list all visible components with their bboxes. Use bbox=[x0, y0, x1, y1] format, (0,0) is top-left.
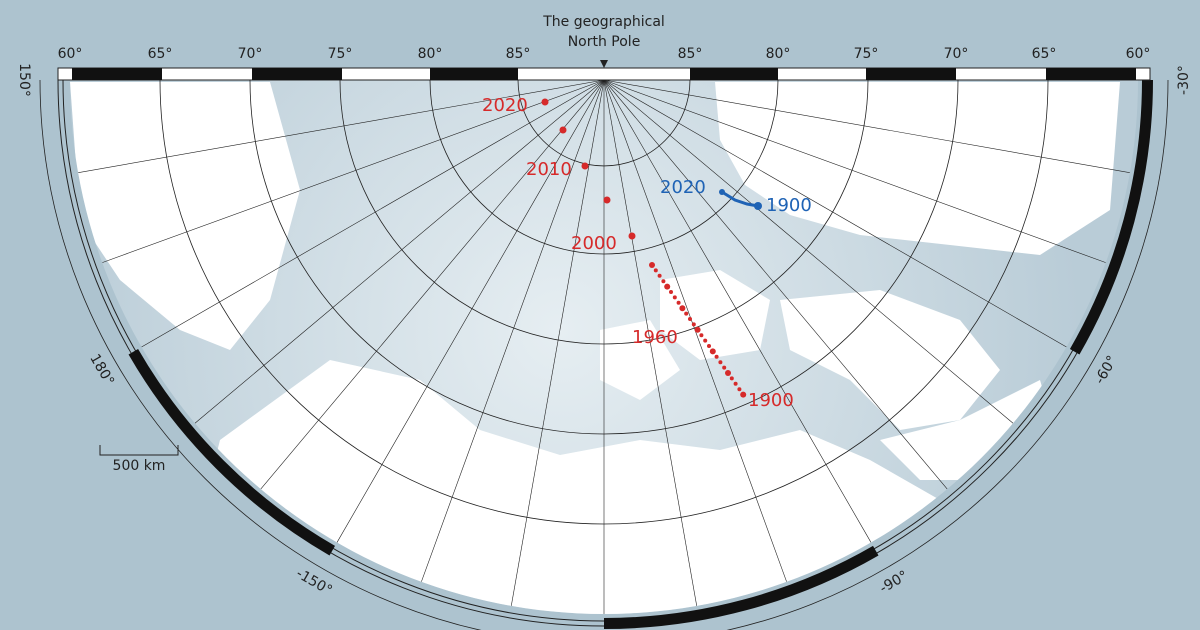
longitude-label: 150° bbox=[16, 63, 32, 97]
pole-point bbox=[740, 391, 747, 398]
pole-point bbox=[691, 322, 696, 327]
pole-point bbox=[628, 232, 636, 240]
pole-point bbox=[669, 290, 673, 294]
pole-arrow bbox=[600, 60, 608, 68]
pole-positions bbox=[541, 98, 762, 398]
pole-point bbox=[707, 344, 711, 348]
pole-track bbox=[721, 190, 759, 208]
meridian bbox=[603, 80, 872, 543]
pole-point bbox=[672, 295, 677, 300]
pole-point bbox=[653, 268, 658, 273]
pole-point bbox=[603, 196, 611, 204]
pole-point bbox=[559, 126, 567, 134]
latitude-label: 65° bbox=[148, 46, 173, 62]
latitude-label: 70° bbox=[238, 46, 263, 62]
pole-point bbox=[729, 376, 734, 381]
meridian bbox=[260, 80, 605, 490]
path-label: 2010 bbox=[526, 159, 572, 180]
meridian bbox=[421, 80, 605, 582]
latitude-label: 65° bbox=[1032, 46, 1057, 62]
frame-band bbox=[603, 545, 879, 629]
pole-point bbox=[722, 365, 727, 370]
meridian bbox=[194, 80, 605, 424]
longitude-label: -150° bbox=[293, 566, 335, 599]
pole-point bbox=[657, 273, 662, 278]
longitude-label: -30° bbox=[1176, 65, 1192, 95]
latitude-label: 60° bbox=[1126, 46, 1151, 62]
latitude-label: 70° bbox=[944, 46, 969, 62]
latitude-label: 75° bbox=[854, 46, 879, 62]
pole-point bbox=[719, 189, 725, 195]
path-label: 2020 bbox=[482, 95, 528, 116]
longitude-label: -90° bbox=[877, 568, 911, 597]
pole-point bbox=[754, 202, 762, 210]
pole-point bbox=[676, 300, 681, 305]
meridian bbox=[603, 80, 1106, 263]
outer-circle bbox=[39, 79, 1169, 630]
pole-point bbox=[679, 305, 686, 312]
pole-point bbox=[661, 279, 666, 284]
pole-point bbox=[649, 262, 655, 268]
path-label: 1960 bbox=[632, 327, 678, 348]
pole-point bbox=[709, 348, 716, 355]
meridian bbox=[141, 80, 605, 348]
pole-point bbox=[733, 381, 738, 386]
path-label: 2000 bbox=[571, 233, 617, 254]
pole-point bbox=[737, 387, 742, 392]
pole-point bbox=[703, 338, 708, 343]
path-label: 1900 bbox=[748, 390, 794, 411]
scale-bar bbox=[57, 67, 1151, 81]
meridian bbox=[603, 80, 698, 606]
latitude-label: 80° bbox=[766, 46, 791, 62]
meridian bbox=[78, 80, 605, 174]
latitude-label: 75° bbox=[328, 46, 353, 62]
pole-point bbox=[699, 333, 704, 338]
pole-point bbox=[664, 283, 671, 290]
pole-point bbox=[688, 317, 692, 321]
pole-point bbox=[694, 326, 701, 333]
scale bbox=[99, 445, 179, 456]
pole-point bbox=[541, 98, 549, 106]
latitude-label: 85° bbox=[506, 46, 531, 62]
scale-bar-blocks bbox=[72, 68, 1136, 80]
path-label: 1900 bbox=[766, 195, 812, 216]
frame-bands bbox=[128, 79, 1153, 629]
pole-point bbox=[718, 360, 723, 365]
meridian bbox=[603, 80, 948, 490]
latitude-label: 60° bbox=[58, 46, 83, 62]
meridian bbox=[603, 80, 1130, 174]
scale-label: 500 km bbox=[113, 458, 166, 474]
latitude-labels: 60° 65° 70° 75° 80° 85° 85° 80° 75° 70° 65° 60° bbox=[58, 46, 1151, 62]
pole-point bbox=[581, 162, 589, 170]
latitude-label: 80° bbox=[418, 46, 443, 62]
meridian bbox=[603, 80, 1014, 424]
longitude-label: -60° bbox=[1092, 353, 1121, 387]
pole-label: The geographical North Pole bbox=[542, 14, 665, 50]
frame-band bbox=[1069, 79, 1153, 355]
meridian bbox=[510, 80, 605, 606]
meridian bbox=[603, 80, 1067, 348]
pole-point bbox=[725, 370, 731, 376]
meridian bbox=[336, 80, 605, 543]
graticule bbox=[70, 80, 1138, 614]
frame-band bbox=[128, 348, 336, 556]
path-label: 2020 bbox=[660, 177, 706, 198]
meridian bbox=[102, 80, 605, 263]
pole-point bbox=[714, 354, 719, 359]
pole-point bbox=[684, 311, 689, 316]
latitude-label: 85° bbox=[678, 46, 703, 62]
